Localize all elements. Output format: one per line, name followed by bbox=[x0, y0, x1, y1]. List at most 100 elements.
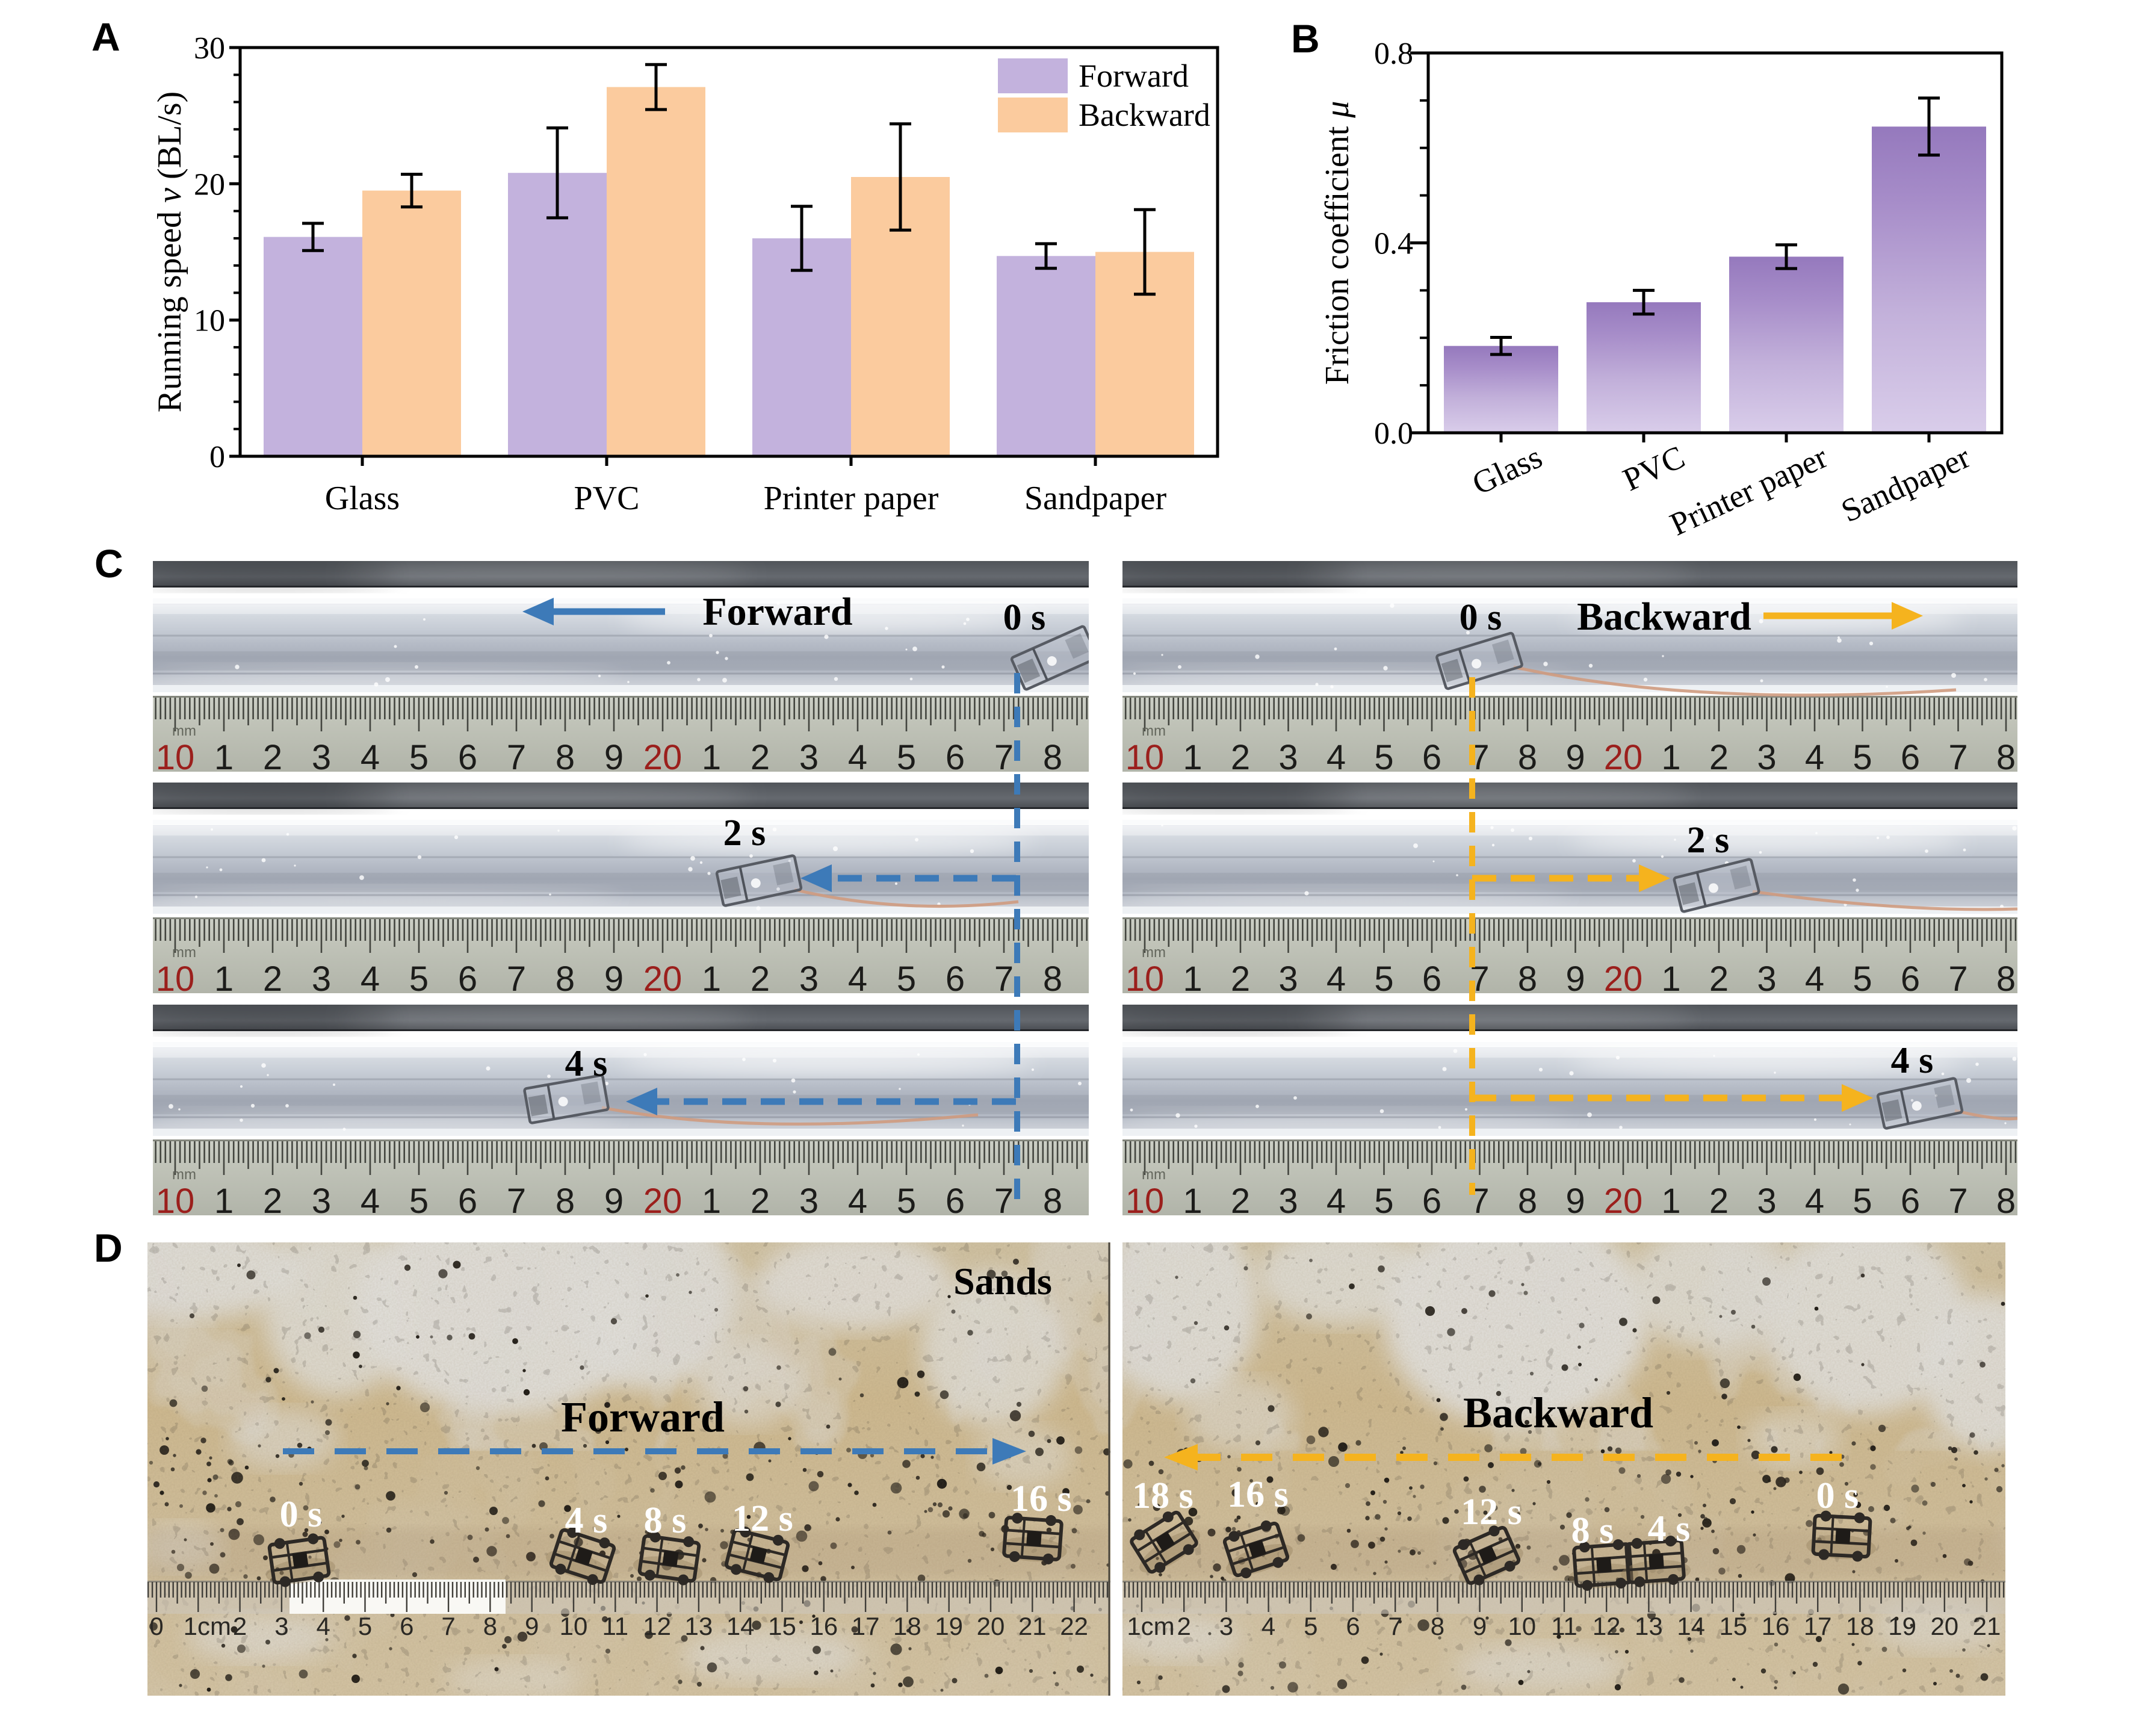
svg-text:C: C bbox=[94, 541, 123, 586]
svg-text:4 s: 4 s bbox=[1891, 1040, 1934, 1081]
svg-text:0: 0 bbox=[209, 440, 225, 474]
svg-text:2: 2 bbox=[1709, 959, 1729, 999]
svg-text:9: 9 bbox=[1565, 959, 1585, 999]
svg-text:mm: mm bbox=[1142, 944, 1166, 961]
svg-text:16: 16 bbox=[1762, 1612, 1790, 1640]
svg-text:0.0: 0.0 bbox=[1374, 417, 1413, 451]
svg-text:10: 10 bbox=[156, 959, 195, 999]
svg-text:14: 14 bbox=[726, 1612, 755, 1640]
svg-text:4: 4 bbox=[1327, 959, 1346, 999]
svg-text:4 s: 4 s bbox=[565, 1043, 608, 1084]
svg-text:6: 6 bbox=[1346, 1612, 1360, 1640]
svg-text:4: 4 bbox=[1327, 738, 1346, 777]
svg-text:Backward: Backward bbox=[1577, 595, 1751, 639]
svg-text:8: 8 bbox=[483, 1612, 497, 1640]
svg-text:5: 5 bbox=[409, 959, 429, 999]
svg-text:mm: mm bbox=[172, 723, 196, 739]
svg-text:10: 10 bbox=[1508, 1612, 1536, 1640]
svg-text:10: 10 bbox=[1125, 1182, 1165, 1221]
svg-text:8 s: 8 s bbox=[1571, 1510, 1614, 1551]
svg-text:9: 9 bbox=[525, 1612, 539, 1640]
svg-text:3: 3 bbox=[799, 1182, 819, 1221]
svg-text:9: 9 bbox=[604, 1182, 624, 1221]
svg-text:0 s: 0 s bbox=[1816, 1475, 1859, 1516]
svg-text:2: 2 bbox=[751, 738, 770, 777]
svg-text:6: 6 bbox=[400, 1612, 413, 1640]
svg-text:22: 22 bbox=[1060, 1612, 1088, 1640]
svg-text:20: 20 bbox=[1604, 1182, 1643, 1221]
svg-text:18 s: 18 s bbox=[1132, 1475, 1193, 1516]
svg-text:16 s: 16 s bbox=[1227, 1474, 1289, 1515]
svg-text:1: 1 bbox=[214, 959, 234, 999]
svg-text:5: 5 bbox=[1853, 1182, 1872, 1221]
svg-text:0.4: 0.4 bbox=[1374, 227, 1413, 261]
svg-text:0: 0 bbox=[149, 1612, 163, 1640]
svg-text:6: 6 bbox=[1901, 959, 1920, 999]
svg-text:8: 8 bbox=[1996, 959, 2016, 999]
svg-text:5: 5 bbox=[409, 1182, 429, 1221]
svg-text:1: 1 bbox=[214, 1182, 234, 1221]
svg-text:2: 2 bbox=[1177, 1612, 1191, 1640]
svg-text:5: 5 bbox=[1374, 738, 1393, 777]
svg-text:2 s: 2 s bbox=[1687, 820, 1730, 861]
svg-text:20: 20 bbox=[1604, 738, 1643, 777]
svg-text:0 s: 0 s bbox=[1460, 597, 1502, 638]
svg-text:6: 6 bbox=[1422, 738, 1441, 777]
svg-text:2: 2 bbox=[1231, 959, 1250, 999]
svg-text:2: 2 bbox=[233, 1612, 247, 1640]
svg-text:8: 8 bbox=[1996, 1182, 2016, 1221]
svg-text:1: 1 bbox=[1183, 738, 1202, 777]
svg-text:4: 4 bbox=[361, 738, 380, 777]
svg-text:2: 2 bbox=[1231, 1182, 1250, 1221]
svg-text:10: 10 bbox=[1125, 738, 1165, 777]
svg-text:5: 5 bbox=[1853, 738, 1872, 777]
svg-text:mm: mm bbox=[1142, 723, 1166, 739]
svg-text:13: 13 bbox=[1635, 1612, 1663, 1640]
svg-text:6: 6 bbox=[946, 959, 965, 999]
svg-text:mm: mm bbox=[172, 1167, 196, 1183]
svg-text:2: 2 bbox=[1709, 1182, 1729, 1221]
svg-text:8: 8 bbox=[556, 1182, 575, 1221]
svg-text:20: 20 bbox=[643, 738, 683, 777]
svg-text:0 s: 0 s bbox=[280, 1494, 323, 1535]
svg-text:18: 18 bbox=[893, 1612, 921, 1640]
svg-text:7: 7 bbox=[507, 959, 526, 999]
svg-text:17: 17 bbox=[852, 1612, 880, 1640]
svg-text:7: 7 bbox=[1948, 959, 1967, 999]
svg-text:5: 5 bbox=[358, 1612, 372, 1640]
svg-text:5: 5 bbox=[897, 738, 916, 777]
svg-text:6: 6 bbox=[458, 959, 477, 999]
svg-text:Glass: Glass bbox=[325, 480, 400, 517]
svg-text:2: 2 bbox=[263, 1182, 282, 1221]
svg-text:20: 20 bbox=[1930, 1612, 1958, 1640]
svg-text:8: 8 bbox=[1518, 1182, 1537, 1221]
svg-text:21: 21 bbox=[1973, 1612, 2001, 1640]
svg-text:10: 10 bbox=[156, 1182, 195, 1221]
svg-text:19: 19 bbox=[935, 1612, 963, 1640]
svg-text:2: 2 bbox=[1231, 738, 1250, 777]
svg-text:4: 4 bbox=[1262, 1612, 1275, 1640]
svg-text:7: 7 bbox=[507, 738, 526, 777]
svg-text:4: 4 bbox=[848, 1182, 867, 1221]
svg-text:Running speed v (BL/s): Running speed v (BL/s) bbox=[151, 91, 188, 413]
svg-text:3: 3 bbox=[312, 959, 331, 999]
svg-text:7: 7 bbox=[994, 959, 1014, 999]
svg-text:8: 8 bbox=[1518, 738, 1537, 777]
svg-text:5: 5 bbox=[1374, 1182, 1393, 1221]
svg-text:5: 5 bbox=[1304, 1612, 1317, 1640]
svg-text:Backward: Backward bbox=[1079, 97, 1210, 133]
svg-text:4: 4 bbox=[1805, 1182, 1824, 1221]
svg-text:1: 1 bbox=[702, 738, 721, 777]
svg-text:3: 3 bbox=[1757, 738, 1776, 777]
svg-text:16: 16 bbox=[810, 1612, 838, 1640]
svg-text:4 s: 4 s bbox=[1648, 1508, 1691, 1549]
svg-text:0 s: 0 s bbox=[1003, 597, 1046, 638]
svg-text:mm: mm bbox=[1142, 1167, 1166, 1183]
svg-text:3: 3 bbox=[1278, 959, 1298, 999]
svg-text:4: 4 bbox=[1327, 1182, 1346, 1221]
svg-text:12: 12 bbox=[643, 1612, 671, 1640]
svg-text:1: 1 bbox=[1661, 738, 1680, 777]
svg-text:1: 1 bbox=[214, 738, 234, 777]
svg-text:10: 10 bbox=[560, 1612, 588, 1640]
svg-text:7: 7 bbox=[1388, 1612, 1402, 1640]
